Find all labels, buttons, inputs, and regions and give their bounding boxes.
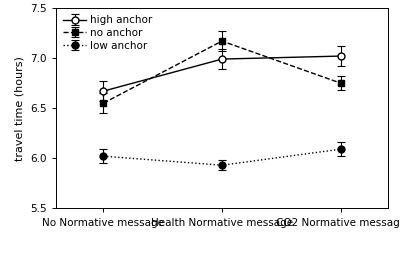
Legend: high anchor, no anchor, low anchor: high anchor, no anchor, low anchor: [61, 13, 155, 53]
Y-axis label: travel time (hours): travel time (hours): [15, 56, 25, 160]
